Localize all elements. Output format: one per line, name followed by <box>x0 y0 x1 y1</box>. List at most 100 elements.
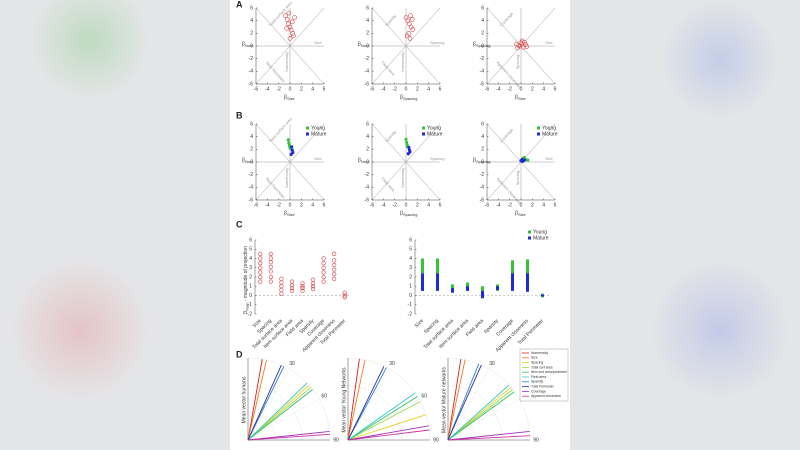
point <box>283 13 288 18</box>
y-tick-label: -2 <box>365 172 370 178</box>
x-tick-label: -2 <box>507 202 512 208</box>
polar-grid <box>247 385 303 441</box>
y-tick-label: 1 <box>249 284 252 290</box>
point <box>342 295 347 300</box>
x-tick-label: 0 <box>289 86 292 92</box>
x-tick-label: -6 <box>370 202 375 208</box>
polar-grid <box>447 357 531 441</box>
y-tick-label: -6 <box>249 197 254 203</box>
mean-vector <box>447 364 482 441</box>
line-label: Numerosity <box>400 168 405 188</box>
point <box>332 258 337 263</box>
point <box>321 270 326 275</box>
legend-label: Total surf area <box>531 365 553 369</box>
range-bar <box>436 273 439 291</box>
range-bar <box>511 273 514 291</box>
point <box>517 43 523 49</box>
angle-tick-label: 60 <box>321 393 327 399</box>
polar-grid <box>347 412 376 441</box>
point <box>258 279 263 284</box>
x-tick-label: -6 <box>254 86 259 92</box>
y-tick-label: -6 <box>365 81 370 87</box>
point <box>258 274 263 280</box>
y-tick-label: -6 <box>365 197 370 203</box>
angle-tick-label: 30 <box>389 361 395 367</box>
legend-label: Size <box>531 356 538 360</box>
point <box>520 157 524 162</box>
y-axis-label-part: β <box>243 311 249 314</box>
point <box>404 140 409 144</box>
point <box>404 137 408 141</box>
x-tick-label: 2 <box>300 86 303 92</box>
legend-swatch <box>537 126 540 130</box>
mean-vector <box>347 401 421 441</box>
panel-label: B <box>236 110 243 120</box>
legend-label: Young <box>427 125 441 131</box>
line-label: Numerosity <box>284 52 289 72</box>
angle-tick-label: 90 <box>533 437 539 443</box>
angle-tick-label: 90 <box>433 437 439 443</box>
mean-vector <box>247 382 308 441</box>
x-tick-label: Size <box>414 318 425 329</box>
y-axis-label: Mean vector humans <box>241 376 247 423</box>
legend-label: Young <box>542 125 556 131</box>
y-tick-label: -6 <box>480 81 485 87</box>
line-label: Size <box>314 156 323 161</box>
mean-vector <box>447 386 512 441</box>
angle-grid <box>347 398 420 441</box>
y-label-sub: Num <box>245 43 254 48</box>
line-label: Spacing <box>515 55 520 69</box>
angle-tick-label: 30 <box>289 361 295 367</box>
mean-vector <box>347 359 366 441</box>
ref-line <box>371 123 441 201</box>
x-tick-label: 0 <box>289 202 292 208</box>
figure-panel <box>230 0 570 450</box>
x-tick-label: -6 <box>485 86 490 92</box>
point <box>342 290 347 295</box>
point <box>516 43 522 48</box>
y-tick-label: -4 <box>365 69 370 75</box>
point <box>409 17 415 22</box>
point <box>287 141 291 145</box>
x-tick-label: -2 <box>392 202 397 208</box>
point <box>258 251 263 256</box>
mean-vector <box>447 430 530 441</box>
mean-vector <box>447 359 466 441</box>
y-tick-label: -2 <box>365 56 370 62</box>
y-tick-label: -4 <box>480 69 485 75</box>
point <box>268 251 273 256</box>
y-tick-label: 3 <box>409 265 412 271</box>
x-label-symbol: β <box>284 210 287 216</box>
mean-vector <box>447 363 480 441</box>
point <box>300 288 305 293</box>
point <box>258 270 263 275</box>
x-tick-label: 4 <box>427 202 430 208</box>
x-tick-label: 0 <box>520 202 523 208</box>
y-tick-label: 2 <box>250 31 253 37</box>
y-tick-label: -2 <box>249 56 254 62</box>
x-tick-label: 0 <box>520 86 523 92</box>
mean-vector <box>347 392 416 441</box>
y-tick-label: 0 <box>366 159 369 165</box>
line-label: Numerosity <box>284 168 289 188</box>
y-tick-label: 4 <box>250 134 253 140</box>
y-axis-label: Mean vector Mature networks <box>441 367 447 433</box>
y-tick-label: 2 <box>366 31 369 37</box>
legend-label: Spacing <box>531 360 543 364</box>
range-bar <box>541 294 544 297</box>
point <box>522 155 527 160</box>
point <box>342 293 347 298</box>
y-axis-label-part: Num <box>245 302 250 311</box>
x-tick-label: 4 <box>311 202 314 208</box>
point <box>289 288 295 293</box>
y-label-sub: Num <box>361 43 370 48</box>
point <box>300 281 305 286</box>
x-tick-label: -4 <box>381 202 386 208</box>
angle-grid <box>347 368 390 441</box>
point <box>286 138 290 142</box>
y-tick-label: -4 <box>249 185 254 191</box>
point <box>290 148 294 152</box>
polar-grid <box>347 385 403 441</box>
point <box>258 261 263 266</box>
y-tick-label: -1 <box>408 302 413 308</box>
